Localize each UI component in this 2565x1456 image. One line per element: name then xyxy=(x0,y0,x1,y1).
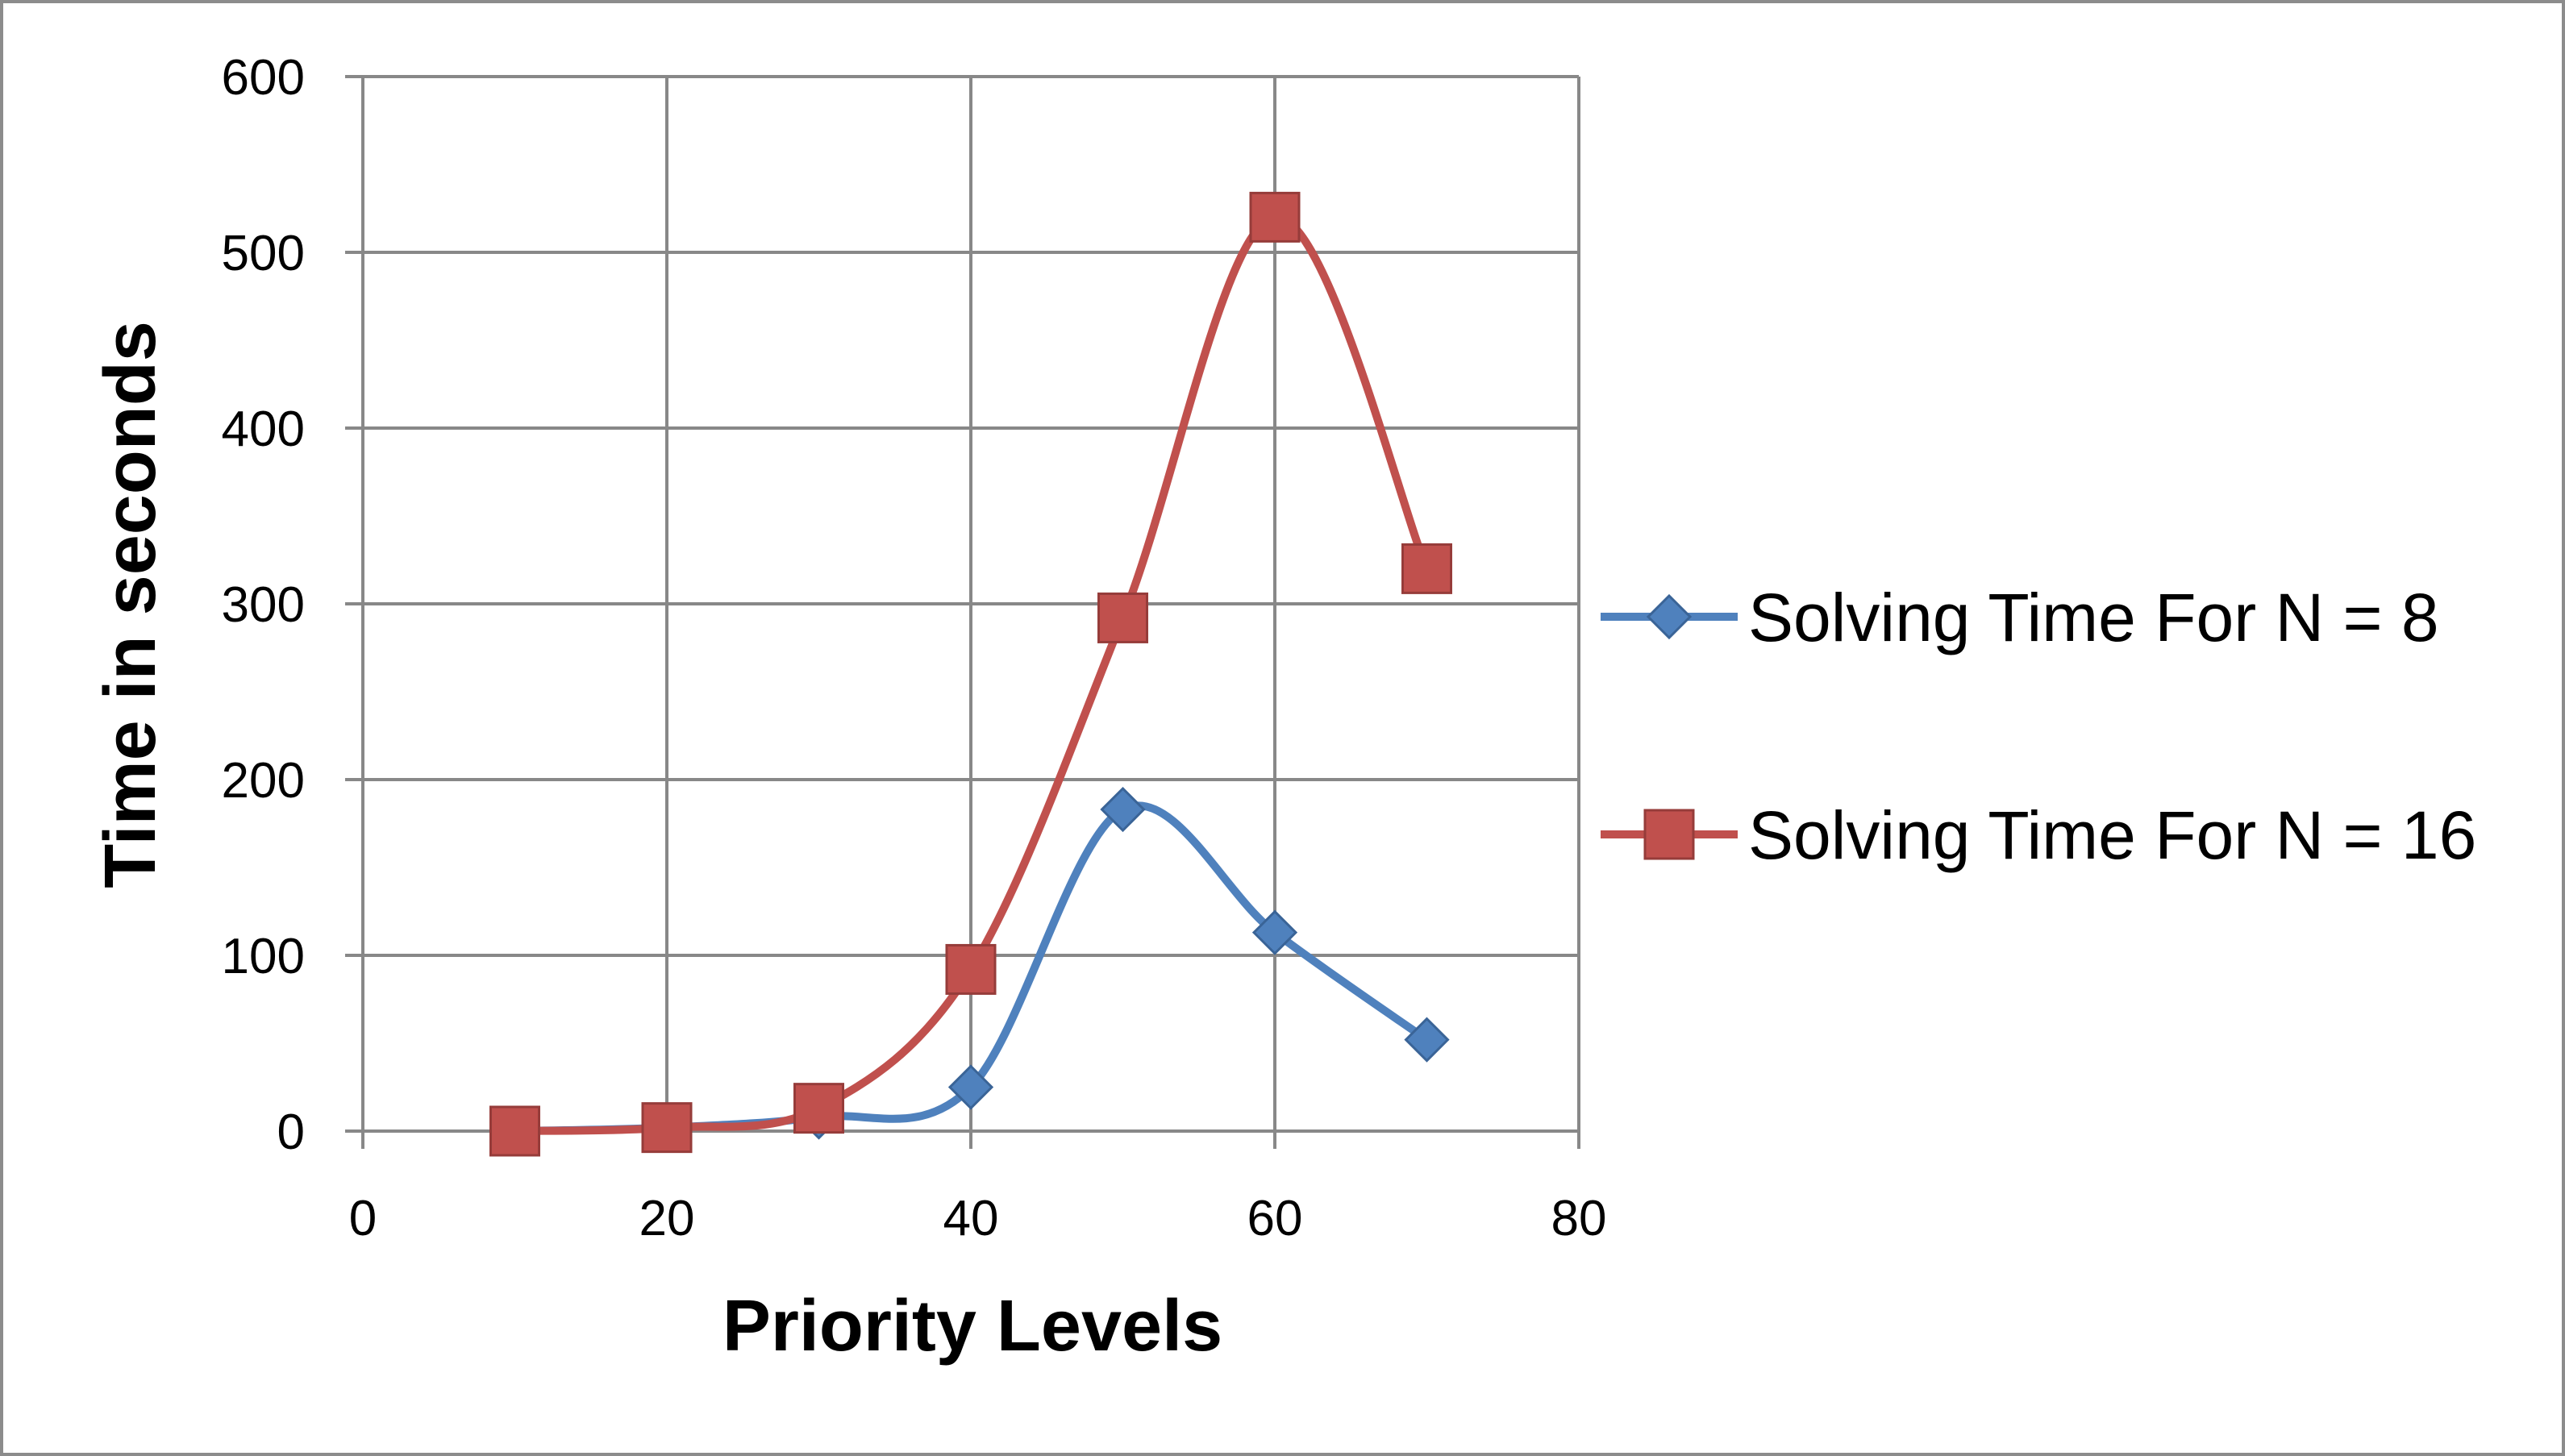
series-2-point xyxy=(641,1102,693,1154)
x-tick-label: 20 xyxy=(639,1191,695,1246)
y-tick-label: 600 xyxy=(222,50,305,106)
legend: Solving Time For N = 8 Solving Time For N… xyxy=(1601,580,2476,873)
y-axis-title: Time in seconds xyxy=(90,321,171,888)
legend-label-2: Solving Time For N = 16 xyxy=(1748,797,2476,873)
series-1-point xyxy=(947,1064,994,1110)
x-tick-label: 60 xyxy=(1247,1191,1303,1246)
legend-label-1: Solving Time For N = 8 xyxy=(1748,580,2439,655)
series-1-point xyxy=(1404,1017,1450,1063)
series-2-point xyxy=(1097,592,1148,643)
y-tick-label: 300 xyxy=(222,577,305,633)
series-2-point xyxy=(1249,191,1301,243)
series-2-point xyxy=(1401,543,1452,594)
y-tick-label: 200 xyxy=(222,753,305,809)
x-axis-title: Priority Levels xyxy=(722,1286,1222,1367)
y-tick-label: 100 xyxy=(222,929,305,984)
series-1-point xyxy=(1251,909,1298,955)
series-2-point xyxy=(793,1083,844,1134)
series-2-point xyxy=(489,1105,540,1157)
y-tick-label: 0 xyxy=(277,1104,305,1160)
x-tick-label: 80 xyxy=(1551,1191,1607,1246)
x-tick-label: 0 xyxy=(349,1191,377,1246)
series-2-point xyxy=(945,943,997,995)
y-tick-label: 400 xyxy=(222,401,305,457)
legend-marker-2 xyxy=(1643,809,1695,860)
x-tick-label: 40 xyxy=(943,1191,999,1246)
y-tick-label: 500 xyxy=(222,226,305,281)
y-axis-ticks: 0 100 200 300 400 500 600 xyxy=(222,50,305,1160)
x-axis-ticks: 0 20 40 60 80 xyxy=(349,1191,1607,1246)
legend-marker-1 xyxy=(1646,593,1693,640)
series-1-point xyxy=(1100,786,1146,833)
series-markers xyxy=(489,191,1452,1157)
